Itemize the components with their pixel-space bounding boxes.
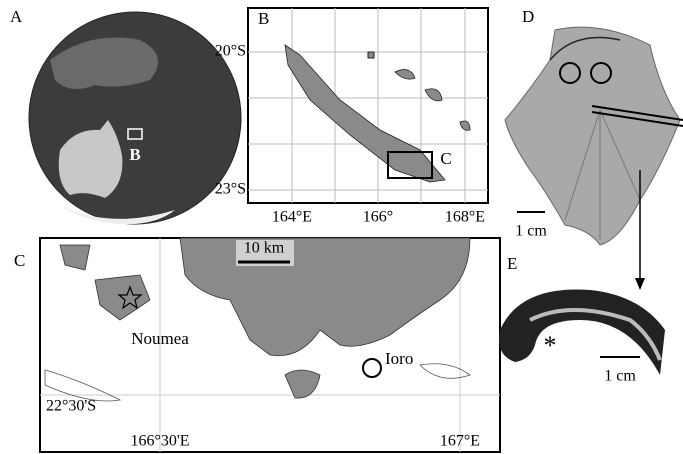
- panel-b: B C 20°S 23°S 164°E 166° 168°E: [215, 7, 489, 226]
- panel-d: 1 cm D: [504, 7, 683, 290]
- place-label: Ioro: [385, 349, 413, 368]
- shell-line: [549, 36, 621, 61]
- ioro-marker: [362, 358, 382, 378]
- scale-label: 1 cm: [515, 223, 547, 240]
- panel-e: * 1 cm E: [499, 254, 665, 385]
- scale-label: 10 km: [244, 240, 285, 257]
- grande-terre: [284, 44, 446, 183]
- island: [367, 51, 375, 59]
- mainland: [179, 237, 471, 357]
- island: [394, 69, 416, 80]
- lat-label: 20°S: [215, 43, 246, 60]
- lat-label: 23°S: [215, 181, 246, 198]
- panel-a: A B: [10, 7, 242, 225]
- inset-box: [387, 151, 433, 179]
- map-frame: [247, 7, 489, 204]
- panel-label: A: [10, 7, 23, 26]
- lon-label: 166°30'E: [130, 433, 189, 450]
- island: [459, 120, 471, 131]
- cut-line: [591, 111, 683, 127]
- panel-label: B: [258, 9, 269, 28]
- asterisk: *: [544, 331, 557, 360]
- cut-line: [591, 105, 683, 121]
- island: [424, 88, 443, 102]
- lon-label: 164°E: [272, 209, 312, 226]
- island: [284, 369, 321, 399]
- inset-box: [127, 128, 143, 140]
- panel-label: E: [507, 254, 517, 273]
- panel-c: 10 km C Noumea Ioro 22°30'S 166°30'E 167…: [14, 237, 501, 453]
- place-label: Noumea: [131, 329, 189, 348]
- shell-section: [499, 289, 665, 375]
- inset-label: B: [129, 145, 140, 164]
- antarctica: [60, 205, 175, 225]
- lat-label: 22°30'S: [46, 398, 96, 415]
- landmass: [50, 37, 158, 89]
- lon-label: 166°: [363, 209, 393, 226]
- australia: [58, 120, 123, 198]
- sample-circle: [590, 62, 612, 84]
- scale-label: 1 cm: [604, 368, 636, 385]
- lon-label: 168°E: [445, 209, 485, 226]
- inset-label: C: [440, 149, 451, 168]
- sample-circle: [559, 62, 581, 84]
- reef: [44, 363, 471, 402]
- noumea-star: [117, 285, 143, 310]
- lon-label: 167°E: [440, 433, 480, 450]
- arrowhead: [635, 278, 645, 290]
- growth-band: [529, 308, 662, 361]
- island: [59, 244, 91, 271]
- panel-label: D: [522, 7, 534, 26]
- shell-ribs: [564, 109, 641, 240]
- panel-label: C: [14, 251, 25, 270]
